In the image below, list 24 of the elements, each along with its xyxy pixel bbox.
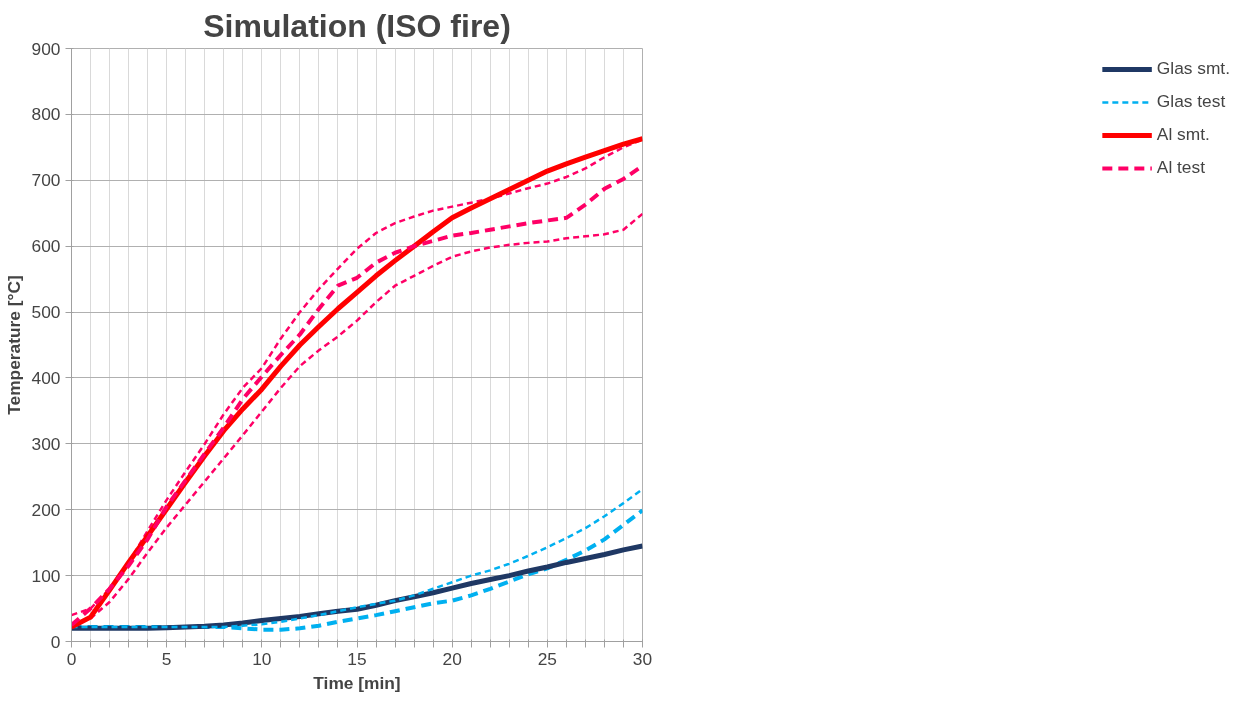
chart-title: Simulation (ISO fire) <box>203 7 511 44</box>
y-tick-label: 400 <box>31 367 61 388</box>
legend-label: Al test <box>1156 157 1205 178</box>
y-tick-label: 600 <box>31 236 61 257</box>
x-axis-title: Time [min] <box>313 672 401 693</box>
y-tick-label: 500 <box>31 302 61 323</box>
y-tick-label: 0 <box>50 631 61 652</box>
legend-label: Glas test <box>1156 91 1226 112</box>
x-tick-label: 0 <box>66 648 77 669</box>
y-tick-label: 900 <box>31 38 61 59</box>
legend-label: Glas smt. <box>1156 58 1230 79</box>
x-tick-label: 5 <box>161 648 172 669</box>
y-tick-label: 200 <box>31 499 61 520</box>
x-tick-label: 30 <box>632 648 653 669</box>
y-axis-title: Temperature [°C] <box>3 275 24 415</box>
y-tick-label: 100 <box>31 565 61 586</box>
x-tick-label: 25 <box>537 648 557 669</box>
y-tick-label: 300 <box>31 433 61 454</box>
x-tick-label: 15 <box>347 648 367 669</box>
y-tick-label: 800 <box>31 104 61 125</box>
x-tick-label: 20 <box>442 648 462 669</box>
legend-label: Al smt. <box>1156 124 1210 145</box>
x-tick-label: 10 <box>252 648 272 669</box>
y-tick-label: 700 <box>31 170 61 191</box>
